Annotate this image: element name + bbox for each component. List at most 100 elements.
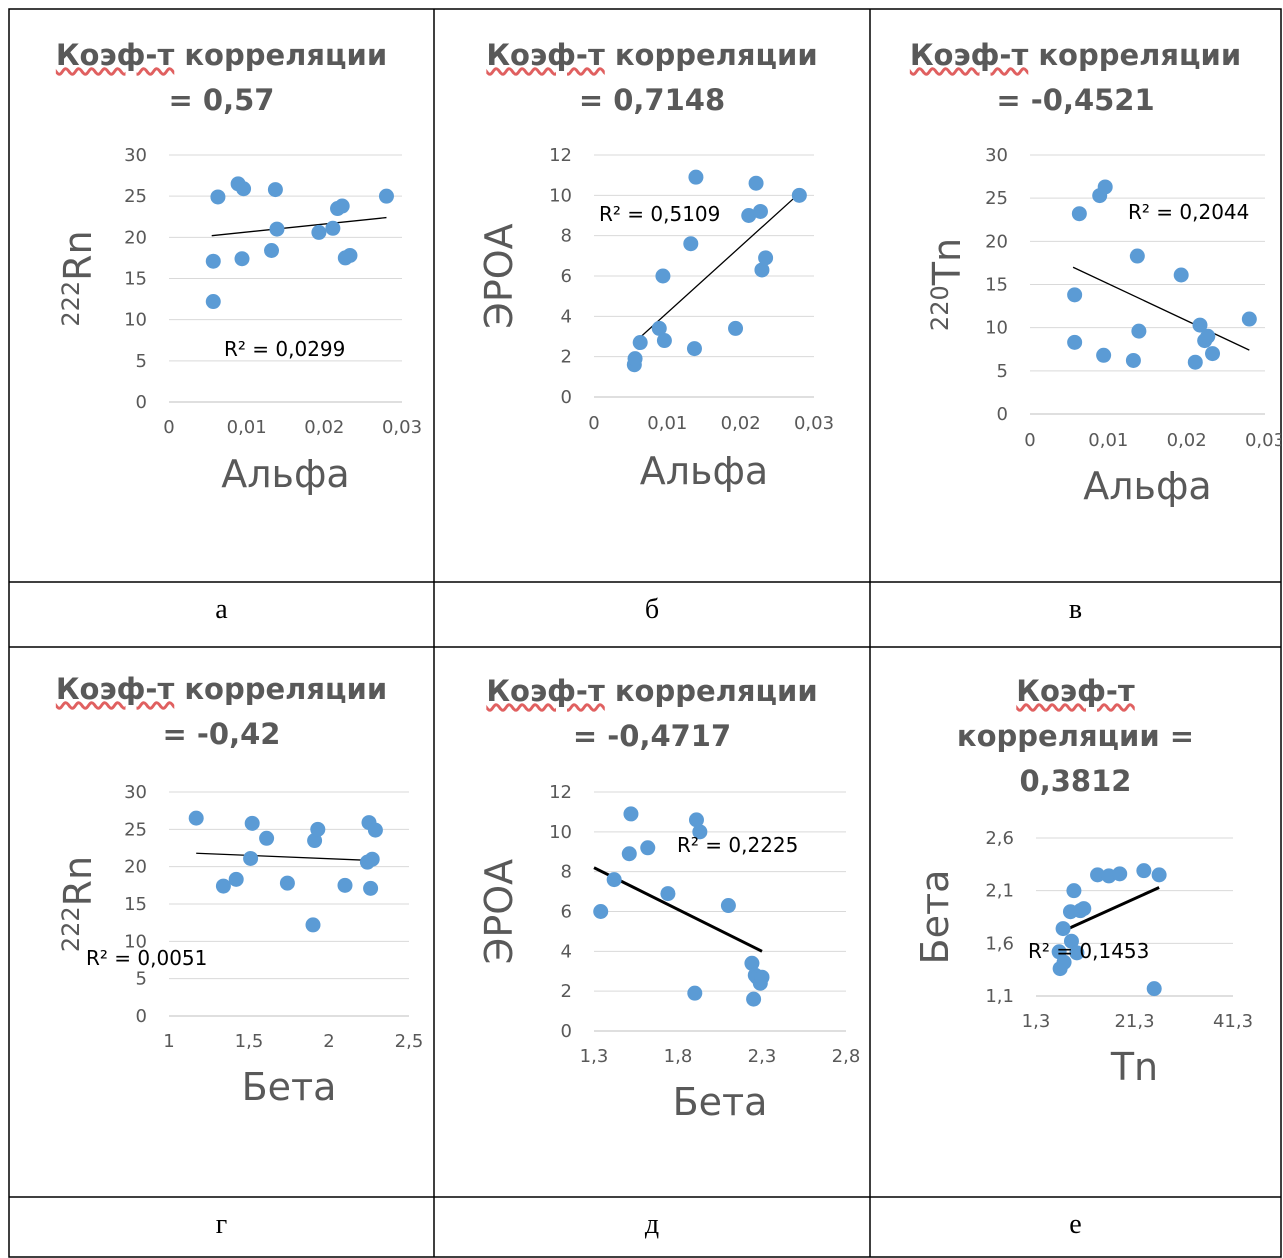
chart-title-line: 0,3812 bbox=[1019, 764, 1132, 798]
data-point bbox=[1187, 354, 1203, 370]
y-axis-title-sup: 222 bbox=[57, 906, 85, 952]
data-point bbox=[686, 341, 702, 357]
data-point bbox=[1071, 206, 1087, 222]
x-tick-label: 0,03 bbox=[794, 413, 834, 434]
data-point bbox=[243, 850, 259, 866]
y-tick-label: 1,1 bbox=[985, 986, 1014, 1007]
y-tick-label: 10 bbox=[124, 310, 147, 331]
data-point bbox=[205, 294, 221, 310]
data-point bbox=[188, 810, 204, 826]
data-point bbox=[364, 851, 380, 867]
chart-cell-g: Коэф-т корреляции = -0,42 0 5 10 15 20 25 30 1 1,5… bbox=[9, 647, 434, 1197]
data-point bbox=[1096, 347, 1112, 363]
r-squared-label: R² = 0,2044 bbox=[1128, 200, 1249, 224]
data-point bbox=[720, 898, 736, 914]
data-point bbox=[632, 335, 648, 351]
y-tick-label: 5 bbox=[136, 351, 147, 372]
data-point bbox=[378, 188, 394, 204]
x-axis-title: Альфа bbox=[221, 452, 349, 496]
data-point bbox=[748, 175, 764, 191]
data-point bbox=[267, 182, 283, 198]
data-point bbox=[367, 822, 383, 838]
data-point bbox=[660, 886, 676, 902]
y-tick-label: 15 bbox=[124, 269, 147, 290]
chart-title-line: Коэф-т корреляции bbox=[486, 674, 818, 708]
chart-title-line: = 0,7148 bbox=[578, 83, 726, 117]
chart-caption-a: а bbox=[215, 594, 228, 625]
x-axis-title: Альфа bbox=[640, 449, 768, 493]
y-axis-title: 220Tn bbox=[925, 238, 969, 331]
x-tick-label: 0,02 bbox=[721, 413, 761, 434]
trendline bbox=[1072, 266, 1250, 351]
data-point bbox=[236, 181, 252, 197]
data-point bbox=[1056, 954, 1072, 970]
data-point bbox=[754, 969, 770, 985]
x-tick-label: 0 bbox=[588, 413, 599, 434]
chart-title: Коэф-т корреляции = -0,42 bbox=[9, 667, 434, 757]
data-point bbox=[758, 250, 774, 266]
trendline bbox=[1058, 886, 1160, 935]
chart-cell-d: Коэф-т корреляции = -0,4717 0 2 4 6 8 10 12 1,3 1,… bbox=[434, 647, 870, 1197]
trendline bbox=[211, 216, 387, 237]
chart-cell-b: Коэф-т корреляции = 0,7148 0 2 4 6 8 10 12 0 0,01 0… bbox=[434, 9, 870, 582]
x-tick-label: 1 bbox=[163, 1031, 174, 1052]
y-tick-label: 10 bbox=[124, 931, 147, 952]
data-point bbox=[1146, 981, 1162, 997]
y-axis-title: 222Rn bbox=[56, 856, 100, 952]
y-tick-label: 8 bbox=[561, 862, 572, 883]
data-point bbox=[688, 169, 704, 185]
data-point bbox=[334, 198, 350, 214]
data-point bbox=[640, 840, 656, 856]
chart-caption-e: е bbox=[1069, 1209, 1082, 1240]
y-tick-label: 25 bbox=[985, 188, 1008, 209]
x-axis-title: Бета bbox=[242, 1065, 337, 1109]
data-point bbox=[1069, 945, 1085, 961]
y-tick-label: 2,1 bbox=[985, 881, 1014, 902]
x-tick-label: 21,3 bbox=[1114, 1011, 1154, 1032]
y-tick-label: 20 bbox=[124, 227, 147, 248]
y-tick-label: 5 bbox=[997, 361, 1008, 382]
y-tick-label: 30 bbox=[124, 782, 147, 803]
x-tick-label: 0,03 bbox=[382, 417, 422, 438]
y-tick-label: 15 bbox=[985, 275, 1008, 296]
data-point bbox=[1090, 867, 1106, 883]
chart-title-line: = -0,4521 bbox=[996, 83, 1155, 117]
data-point bbox=[1151, 867, 1167, 883]
data-point bbox=[1067, 287, 1083, 303]
chart-caption-d: д bbox=[644, 1209, 660, 1240]
y-tick-label: 4 bbox=[561, 306, 572, 327]
y-tick-label: 15 bbox=[124, 894, 147, 915]
data-point bbox=[651, 320, 667, 336]
y-axis-title-base: Rn bbox=[56, 856, 100, 907]
y-tick-label: 6 bbox=[561, 902, 572, 923]
y-tick-label: 0 bbox=[136, 1006, 147, 1027]
y-axis-title: ЭРОА bbox=[477, 223, 521, 328]
data-point bbox=[1129, 248, 1145, 264]
data-point bbox=[746, 991, 762, 1007]
data-point bbox=[1112, 866, 1128, 882]
x-tick-label: 1,8 bbox=[664, 1046, 693, 1067]
trendline bbox=[593, 866, 763, 953]
chart-title-line: Коэф-т корреляции bbox=[486, 38, 818, 72]
y-tick-label: 6 bbox=[561, 266, 572, 287]
y-tick-label: 10 bbox=[549, 185, 572, 206]
data-point bbox=[1205, 346, 1221, 362]
chart-title: Коэф-т корреляции = 0,7148 bbox=[434, 33, 870, 123]
scatter-plot: 0 5 10 15 20 25 30 0 0,01 0,02 0,03 Альфа 220Tn R² = … bbox=[925, 145, 1281, 508]
x-tick-label: 2 bbox=[323, 1031, 334, 1052]
data-point bbox=[623, 806, 639, 822]
y-tick-label: 10 bbox=[985, 318, 1008, 339]
data-point bbox=[363, 880, 379, 896]
data-point bbox=[1192, 317, 1208, 333]
chart-title: Коэф-т корреляции = 0,3812 bbox=[870, 669, 1281, 804]
chart-title: Коэф-т корреляции = -0,4717 bbox=[434, 669, 870, 759]
chart-caption-b: б bbox=[644, 594, 660, 625]
data-point bbox=[264, 243, 280, 259]
chart-title-line: Коэф-т корреляции bbox=[55, 38, 388, 72]
x-axis-title: Альфа bbox=[1083, 464, 1211, 508]
y-axis-title-sup: 222 bbox=[57, 281, 85, 327]
data-point bbox=[1241, 311, 1257, 327]
x-tick-label: 0,02 bbox=[304, 417, 344, 438]
data-point bbox=[627, 351, 643, 367]
